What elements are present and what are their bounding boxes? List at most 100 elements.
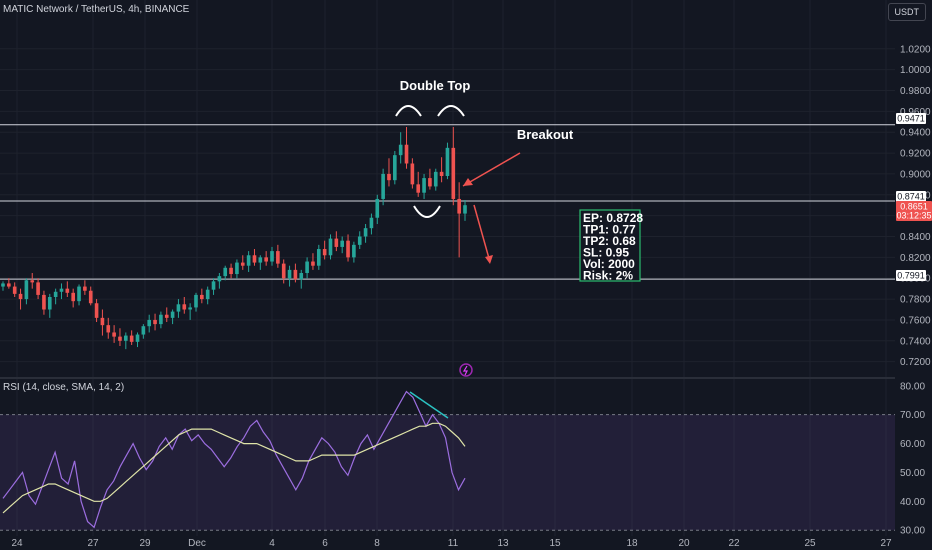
horizontal-levels — [0, 124, 895, 280]
price-tick-label: 0.8200 — [900, 253, 931, 264]
rsi-ma-line — [2, 422, 466, 514]
target-arrowhead — [485, 255, 493, 264]
candle-body — [457, 198, 461, 214]
candle-body — [123, 335, 128, 341]
trade-box-lines: EP: 0.8728 TP1: 0.77 TP2: 0.68 SL: 0.95 … — [583, 211, 643, 283]
x-tick-label: 24 — [11, 538, 23, 549]
candle-body — [77, 286, 81, 302]
neckline-tag-text: 0.8741 — [897, 192, 925, 202]
trade-entry: EP: 0.8728 — [583, 211, 643, 225]
candle-body — [287, 269, 292, 279]
trade-box — [579, 209, 641, 282]
candle-body — [223, 267, 228, 277]
candle-body — [451, 147, 456, 199]
trade-vol: Vol: 2000 — [583, 257, 635, 271]
candle-body — [42, 294, 46, 310]
tradingview-lightning-icon[interactable] — [459, 363, 473, 377]
price-tick-label: 0.9400 — [900, 128, 931, 139]
price-tick-label: 1.0000 — [900, 65, 931, 76]
price-tick-label: 0.7800 — [900, 295, 931, 306]
rsi-tick-label: 70.00 — [900, 410, 925, 421]
candle-body — [118, 336, 122, 341]
rsi-tick-label: 80.00 — [900, 381, 925, 392]
candle-body — [59, 288, 64, 292]
price-tick-label: 0.9600 — [900, 107, 931, 118]
x-tick-label: 22 — [728, 538, 740, 549]
candle-body — [170, 311, 175, 318]
double-top-arc-right — [437, 105, 465, 117]
x-tick-label: 18 — [626, 538, 638, 549]
candle-body — [7, 283, 11, 287]
candle-body — [30, 280, 35, 283]
currency-button[interactable]: USDT — [887, 3, 926, 21]
candle-body — [135, 334, 140, 342]
x-tick-label: 27 — [87, 538, 99, 549]
candle-body — [12, 286, 17, 294]
symbol-title[interactable]: MATIC Network / TetherUS, 4h, BINANCE — [3, 4, 190, 15]
candle-body — [281, 263, 286, 279]
breakout-label: Breakout — [517, 127, 574, 142]
lower-level-tag-text: 0.7991 — [897, 271, 925, 281]
trade-tp2: TP2: 0.68 — [583, 234, 636, 248]
candle-body — [305, 261, 309, 274]
candle-body — [381, 173, 385, 199]
candle-body — [404, 144, 409, 164]
candle-body — [200, 294, 204, 300]
trade-risk: Risk: 2% — [583, 269, 633, 283]
candle-body — [270, 251, 274, 262]
candle-body — [387, 173, 391, 181]
current-price-tag — [896, 201, 932, 221]
rsi-tick-label: 30.00 — [900, 526, 925, 537]
price-tick-label: 1.0200 — [900, 44, 931, 55]
candle-body — [182, 304, 187, 310]
candle-body — [299, 273, 304, 280]
candle-body — [258, 257, 263, 263]
candle-body — [88, 290, 93, 304]
candle-body — [357, 236, 362, 245]
candle-body — [47, 296, 52, 310]
upper-level-tag-text: 0.9471 — [897, 114, 925, 124]
breakout-arrow — [462, 152, 521, 187]
x-tick-label: 15 — [549, 538, 561, 549]
candle-body — [393, 155, 397, 181]
candle-body — [369, 217, 374, 229]
time-axis[interactable]: 24 27 29 Dec 4 6 8 11 13 15 18 20 22 25 27 — [11, 538, 892, 549]
candle-body — [106, 325, 111, 333]
x-tick-label: 11 — [448, 538, 459, 549]
candle-body — [352, 244, 356, 258]
candle-body — [240, 262, 245, 266]
candle-body — [100, 317, 105, 326]
candle-body — [439, 171, 444, 177]
candle-body — [176, 304, 181, 312]
candle-body — [159, 314, 163, 325]
candle-body — [53, 291, 58, 297]
candle-body — [229, 267, 233, 275]
rsi-lines — [2, 390, 466, 529]
candle-body — [235, 262, 239, 275]
rsi-axis[interactable]: 80.00 70.00 60.00 50.00 40.00 30.00 — [900, 381, 925, 536]
current-price-text: 0.8651 — [900, 202, 928, 212]
price-tick-label: 0.9800 — [900, 86, 931, 97]
candle-body — [311, 261, 315, 266]
candle-body — [346, 240, 350, 258]
rsi-indicator-label[interactable]: RSI (14, close, SMA, 14, 2) — [3, 382, 124, 393]
price-tick-label: 0.8400 — [900, 232, 931, 243]
candle-body — [422, 178, 426, 193]
candle-body — [416, 184, 421, 193]
x-tick-label: 8 — [374, 538, 380, 549]
double-top-label: Double Top — [400, 78, 471, 93]
candle-body — [246, 255, 251, 266]
rsi-tick-label: 50.00 — [900, 468, 925, 479]
lightning-bolt-icon — [462, 365, 468, 376]
rsi-divergence-line — [409, 391, 449, 419]
rsi-tick-label: 40.00 — [900, 497, 925, 508]
x-tick-label: 4 — [269, 538, 275, 549]
x-tick-label: 6 — [322, 538, 328, 549]
price-tick-label: 0.7200 — [900, 357, 931, 368]
lower-level-tag — [896, 270, 926, 281]
candle-body — [334, 238, 339, 247]
candle-body — [328, 238, 333, 256]
candle-body — [463, 205, 467, 214]
